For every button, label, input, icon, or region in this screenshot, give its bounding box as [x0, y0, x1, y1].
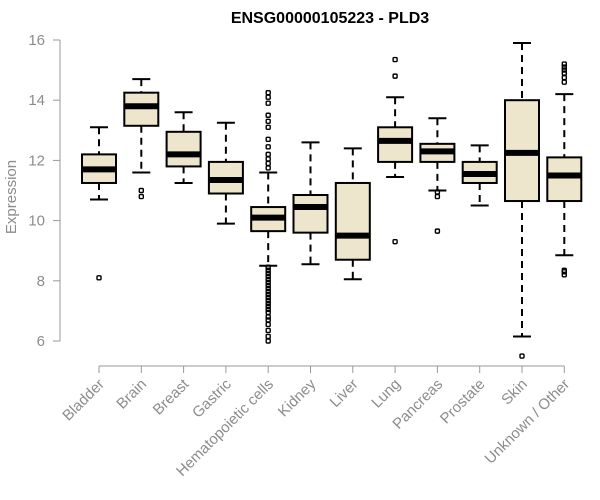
x-tick-label: Liver	[327, 376, 362, 411]
chart-title: ENSG00000105223 - PLD3	[231, 10, 429, 27]
outlier-point	[265, 303, 271, 310]
iqr-box	[377, 126, 414, 163]
outlier-point	[561, 61, 567, 67]
y-axis: 6 8 10 12 14 16	[28, 32, 61, 350]
outlier-point	[265, 267, 271, 273]
outlier-point	[265, 160, 271, 167]
outlier-point	[265, 300, 271, 307]
outlier-point	[265, 333, 271, 340]
outlier-point	[265, 273, 271, 279]
outlier-point	[265, 294, 271, 301]
outlier-point	[561, 64, 567, 70]
outlier-point	[265, 100, 271, 106]
outlier-point	[265, 282, 271, 289]
y-tick-label: 16	[28, 32, 45, 49]
x-tick-label: Bladder	[59, 376, 108, 425]
outlier-point	[265, 270, 271, 276]
iqr-box	[123, 91, 160, 127]
outlier-point	[265, 94, 271, 100]
outlier-point	[265, 276, 271, 282]
outlier-point	[265, 291, 271, 298]
outlier-point	[434, 189, 441, 195]
outlier-point	[519, 353, 525, 359]
outlier-point	[265, 112, 271, 118]
outlier-point	[392, 56, 398, 63]
box-hematopoietic-cells	[250, 89, 287, 344]
outlier-point	[265, 156, 271, 162]
outlier-point	[265, 297, 271, 304]
outlier-point	[265, 321, 271, 328]
x-tick-label: Breast	[150, 375, 193, 418]
outlier-point	[265, 317, 271, 323]
outlier-point	[392, 238, 398, 245]
box-brain	[123, 78, 160, 200]
outlier-point	[138, 187, 145, 194]
box-kidney	[292, 141, 329, 266]
outlier-point	[561, 70, 567, 76]
outlier-point	[265, 338, 271, 344]
box-lung	[377, 56, 414, 245]
y-tick-label: 8	[37, 273, 45, 290]
outlier-point	[434, 193, 441, 200]
outlier-point	[265, 264, 271, 270]
outlier-point	[265, 118, 271, 124]
outlier-point	[561, 67, 567, 73]
outlier-point	[138, 193, 145, 200]
outlier-point	[265, 288, 271, 295]
outlier-point	[265, 327, 271, 334]
outlier-point	[265, 285, 271, 292]
iqr-box	[546, 156, 583, 203]
y-tick-label: 14	[28, 92, 45, 109]
outlier-point	[265, 306, 271, 313]
iqr-box	[292, 194, 329, 234]
iqr-box	[334, 181, 371, 261]
x-tick-label: Lung	[368, 376, 404, 412]
y-tick-label: 6	[37, 333, 45, 350]
box-bladder	[81, 126, 117, 281]
y-axis-label: Expression	[3, 160, 20, 234]
outlier-point	[561, 79, 567, 85]
x-tick-label: Skin	[498, 376, 531, 409]
y-tick-label: 10	[28, 213, 45, 230]
outlier-point	[265, 89, 271, 96]
outlier-point	[561, 267, 567, 273]
outlier-point	[96, 275, 102, 281]
iqr-box	[165, 130, 202, 168]
y-tick-label: 12	[28, 152, 45, 169]
box-pancreas	[419, 117, 456, 234]
x-tick-label: Kidney	[275, 375, 320, 420]
outlier-point	[392, 73, 398, 79]
outlier-point	[265, 314, 271, 320]
outlier-point	[434, 228, 441, 234]
box-liver	[334, 147, 371, 281]
box-unknown-other	[546, 61, 583, 278]
box-breast	[165, 111, 202, 184]
x-tick-label: Prostate	[437, 376, 489, 428]
outlier-point	[265, 144, 271, 150]
outlier-point	[265, 124, 271, 130]
box-prostate	[461, 144, 498, 207]
plot-area	[81, 42, 583, 359]
x-tick-label: Brain	[113, 376, 150, 413]
box-gastric	[207, 121, 244, 225]
outlier-point	[265, 309, 271, 316]
box-skin	[504, 42, 540, 359]
outlier-point	[265, 151, 271, 158]
outlier-point	[265, 165, 271, 171]
outlier-point	[561, 74, 567, 81]
outlier-point	[265, 279, 271, 286]
outlier-point	[265, 136, 271, 143]
